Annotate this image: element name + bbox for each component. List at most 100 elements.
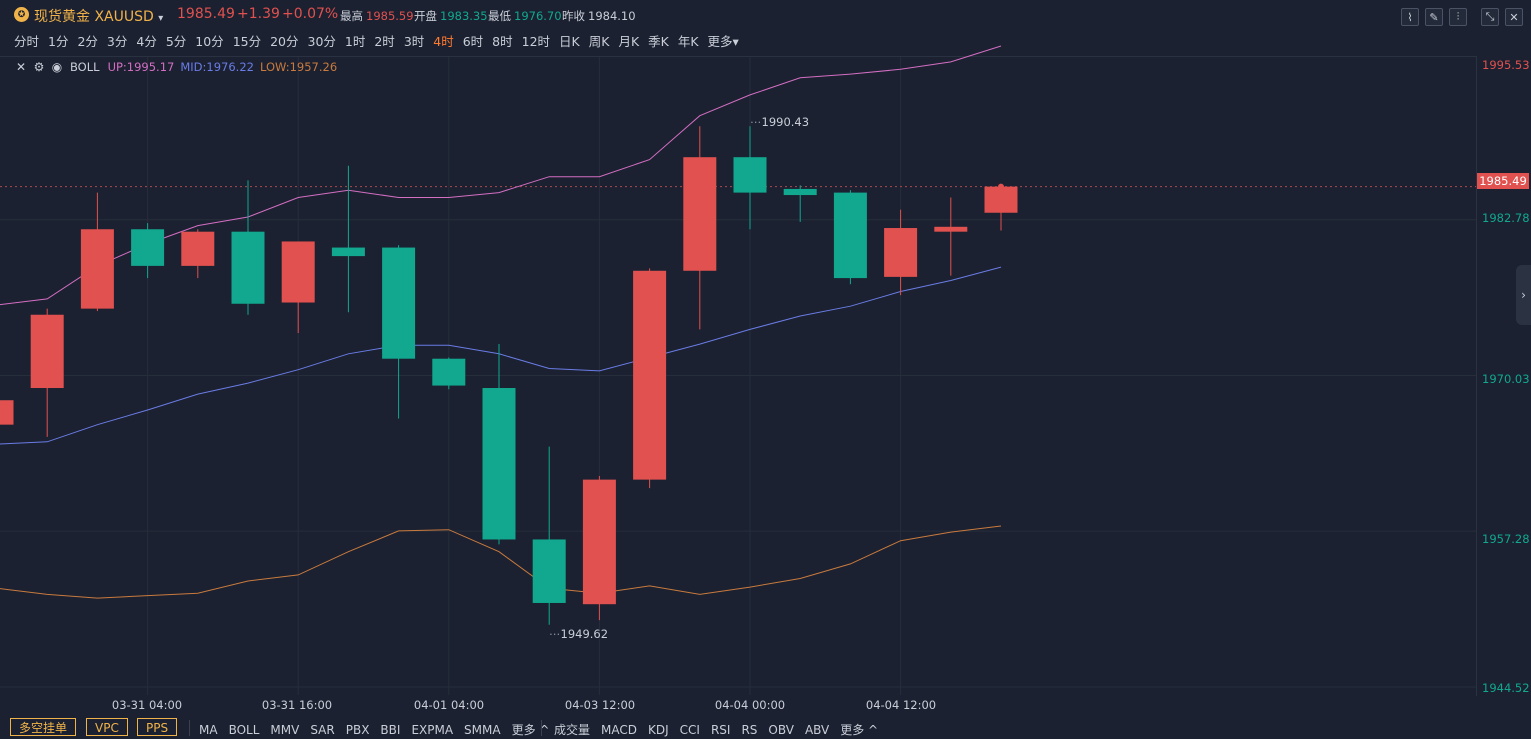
boll-up-value: UP:1995.17 [107, 60, 175, 74]
main-indicator-tab[interactable]: MA [199, 723, 218, 737]
period-tab[interactable]: 年K [677, 34, 699, 49]
candle-body [934, 226, 968, 232]
period-tab[interactable]: 6时 [462, 34, 484, 49]
boll-up-line [0, 45, 1002, 306]
main-indicator-tab[interactable]: 更多 ^ [511, 723, 550, 737]
y-tick-label: 1970.03 [1482, 372, 1530, 386]
candle-body [833, 192, 867, 279]
current-price: 1985.49 [177, 6, 235, 22]
low-annotation: ⋯1949.62 [549, 627, 609, 641]
divider [189, 720, 190, 736]
candle-body [884, 228, 918, 277]
period-tab[interactable]: 5分 [165, 34, 187, 49]
candle-body [783, 188, 817, 196]
y-tick-label: 1995.53 [1482, 58, 1530, 72]
sub-indicator-tab[interactable]: KDJ [648, 723, 669, 737]
period-tab[interactable]: 1时 [344, 34, 366, 49]
y-tick-label: 1944.52 [1482, 681, 1530, 695]
period-tab[interactable]: 10分 [195, 34, 224, 49]
pps-button[interactable]: PPS [137, 718, 178, 736]
candle-body [131, 229, 165, 266]
sub-indicator-tab[interactable]: 更多 ^ [840, 723, 879, 737]
y-tick-label: 1982.78 [1482, 211, 1530, 225]
stat-open: 开盘 1983.35 [414, 9, 488, 23]
stat-prev-close-value: 1984.10 [588, 9, 636, 23]
main-indicator-tab[interactable]: BBI [380, 723, 401, 737]
candle-body [0, 400, 14, 425]
period-tabs: 分时 1分 2分 3分 4分 5分 10分 15分 20分 30分 1时 2时 3时 4时 6时 8时 12时日… [14, 31, 748, 49]
period-tab[interactable]: 2分 [77, 34, 98, 49]
x-tick-label: 03-31 04:00 [111, 698, 183, 712]
candle-body [281, 241, 315, 303]
period-tab[interactable]: 月K [618, 34, 640, 49]
candle-body [582, 479, 616, 605]
period-tab[interactable]: 更多▾ [707, 34, 739, 49]
symbol-header: ✪ 现货黄金 XAUUSD ▾ 1985.49 +1.39 +0.07% 最高 1… [0, 0, 1531, 28]
candle-style-icon[interactable]: ⫶ [1449, 8, 1467, 26]
main-indicator-tab[interactable]: SMMA [464, 723, 501, 737]
divider [541, 720, 542, 736]
period-tab[interactable]: 3时 [403, 34, 425, 49]
x-tick-label: 04-04 12:00 [865, 698, 937, 712]
x-tick-label: 03-31 16:00 [261, 698, 333, 712]
period-tab[interactable]: 1分 [48, 34, 69, 49]
low-annotation-value: 1949.62 [560, 627, 609, 641]
current-price-dot [998, 183, 1004, 190]
period-tab[interactable]: 8时 [492, 34, 513, 49]
expand-panel-handle[interactable]: › [1516, 265, 1531, 325]
shrink-icon[interactable]: ⤡ [1481, 8, 1499, 26]
close-icon[interactable]: ✕ [1505, 8, 1523, 26]
period-tab[interactable]: 2时 [374, 34, 395, 49]
candle-body [181, 231, 215, 266]
period-tab[interactable]: 周K [588, 34, 610, 49]
main-indicator-tab[interactable]: SAR [310, 723, 335, 737]
vpc-button[interactable]: VPC [86, 718, 128, 736]
period-tab[interactable]: 30分 [307, 34, 336, 49]
draw-icon[interactable]: ✎ [1425, 8, 1443, 26]
symbol-selector[interactable]: 现货黄金 XAUUSD ▾ [34, 6, 163, 26]
indicator-name: BOLL [70, 60, 100, 74]
period-tab[interactable]: 3分 [106, 34, 128, 49]
visibility-eye-icon[interactable]: ◉ [51, 60, 63, 74]
sub-indicator-tab[interactable]: 成交量 [554, 723, 591, 737]
long-short-orders-button[interactable]: 多空挂单 [10, 718, 77, 736]
settings-icon[interactable]: ⚙ [33, 60, 45, 74]
period-tab[interactable]: 季K [648, 34, 669, 49]
period-tab[interactable]: 12时 [521, 34, 551, 49]
boll-legend: ✕ ⚙ ◉ BOLL UP:1995.17 MID:1976.22 LOW:19… [14, 60, 337, 74]
sub-indicators: 成交量 MACD KDJ CCI RSI RS OBV ABV 更多 ^ [554, 721, 889, 738]
period-tab[interactable]: 日K [559, 34, 580, 49]
indicator-icon[interactable]: ⌇ [1401, 8, 1419, 26]
candle-body [382, 247, 416, 359]
main-indicator-tab[interactable]: BOLL [228, 723, 260, 737]
candle-body [633, 270, 667, 480]
boll-low-line [0, 525, 1002, 599]
period-tab[interactable]: 15分 [232, 34, 262, 49]
candle-body [683, 157, 717, 271]
sub-indicator-tab[interactable]: RSI [710, 723, 731, 737]
close-indicator-icon[interactable]: ✕ [15, 60, 27, 74]
period-tab[interactable]: 4分 [136, 34, 157, 49]
current-price-tag: 1985.49 [1477, 173, 1529, 189]
stat-low-value: 1976.70 [514, 9, 562, 23]
main-indicator-tab[interactable]: EXPMA [411, 723, 454, 737]
candle-body [30, 314, 64, 389]
main-indicator-tab[interactable]: PBX [345, 723, 370, 737]
boll-mid-value: MID:1976.22 [180, 60, 254, 74]
sub-indicator-tab[interactable]: RS [741, 723, 758, 737]
boll-low-value: LOW:1957.26 [259, 60, 338, 74]
candle-body [984, 186, 1018, 213]
sub-indicator-tab[interactable]: OBV [768, 723, 794, 737]
chart-plot-area[interactable] [0, 56, 1477, 696]
main-indicator-tab[interactable]: MMV [270, 723, 300, 737]
candle-body [432, 358, 466, 386]
sub-indicator-tab[interactable]: MACD [601, 723, 637, 737]
candle-body [231, 231, 265, 304]
sub-indicator-tab[interactable]: ABV [804, 723, 830, 737]
period-tab[interactable]: 分时 [14, 34, 40, 49]
sub-indicator-tab[interactable]: CCI [679, 723, 700, 737]
period-tab[interactable]: 4时 [433, 34, 454, 49]
period-tab[interactable]: 20分 [270, 34, 299, 49]
stat-prev-close: 昨收 1984.10 [562, 9, 636, 23]
